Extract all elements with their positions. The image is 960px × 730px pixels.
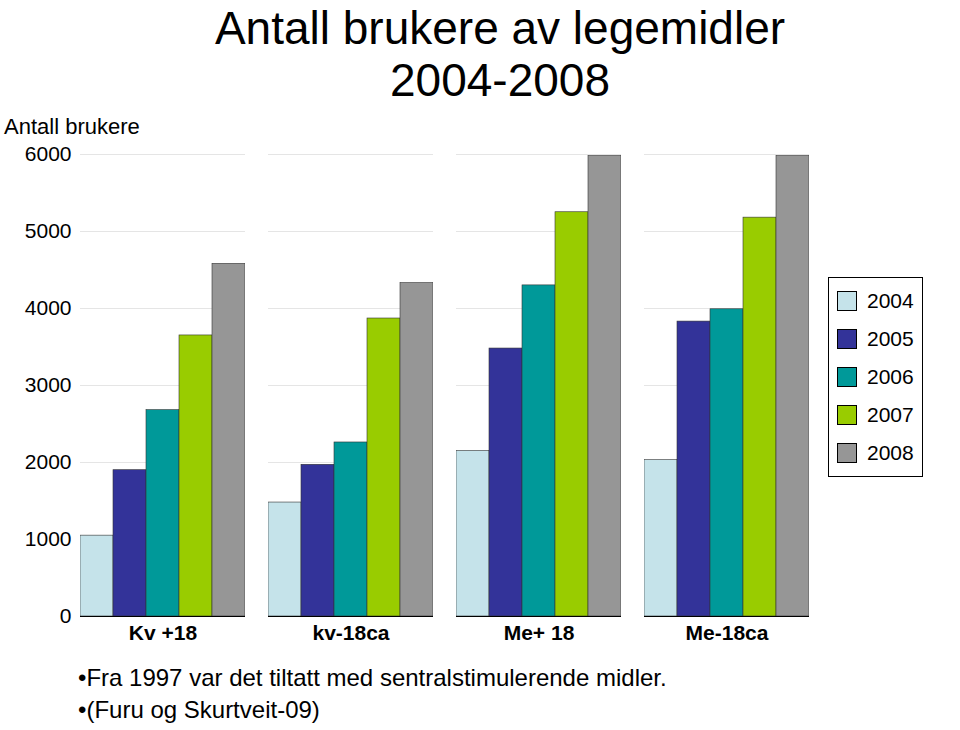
svg-text:5000: 5000: [25, 219, 72, 242]
svg-text:3000: 3000: [25, 373, 72, 396]
html-text:Antall brukere av legemidler 2: Antall brukere av legemidler 2004-2008: [214, 2, 786, 106]
svg-text:4000: 4000: [25, 296, 72, 319]
html-text:Antall brukere: Antall brukere: [4, 114, 140, 139]
html-text:2007: 2007: [867, 403, 914, 426]
svg-text:Me-18ca: Me-18ca: [686, 621, 769, 644]
svg-text:0: 0: [60, 604, 72, 627]
html-text:2004: 2004: [867, 289, 914, 312]
html-text:2005: 2005: [867, 327, 914, 350]
svg-text:1000: 1000: [25, 527, 72, 550]
svg-text:2000: 2000: [25, 450, 72, 473]
html-text:2008: 2008: [867, 441, 914, 464]
svg-text:kv-18ca: kv-18ca: [312, 621, 389, 644]
svg-text:Me+ 18: Me+ 18: [504, 621, 575, 644]
html-text:•(Furu og Skurtveit-09): •(Furu og Skurtveit-09): [78, 696, 320, 723]
svg-text:6000: 6000: [25, 142, 72, 165]
html-text:•Fra 1997 var det tiltatt med: •Fra 1997 var det tiltatt med sentralsti…: [78, 664, 667, 691]
svg-text:Kv +18: Kv +18: [129, 621, 198, 644]
html-text:2006: 2006: [867, 365, 914, 388]
